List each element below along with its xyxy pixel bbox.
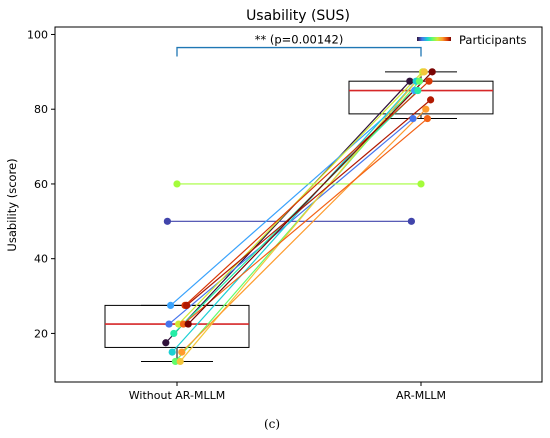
point-with [420, 68, 428, 76]
participant-lines [165, 71, 433, 362]
y-axis-label: Usability (score) [5, 158, 19, 251]
point-with [415, 77, 423, 85]
box-iqr [348, 80, 494, 115]
point-without [178, 348, 186, 356]
point-with [425, 77, 433, 85]
point-without [165, 320, 173, 328]
point-without [170, 329, 178, 338]
participant-line [183, 118, 428, 325]
legend-colorbar-swatch [417, 37, 451, 41]
box-plots [104, 71, 494, 362]
legend: Participants [417, 33, 527, 47]
plot-area [54, 26, 543, 383]
figure-caption: (c) [264, 417, 280, 431]
legend-label: Participants [459, 33, 527, 47]
point-with [414, 86, 422, 95]
point-without [163, 217, 171, 225]
y-tick-label: 20 [34, 327, 48, 340]
significance-annotation: ** (p=0.00142) [176, 33, 422, 57]
point-with [428, 68, 436, 76]
point-without [162, 339, 170, 347]
point-with [423, 114, 431, 123]
significance-label: ** (p=0.00142) [255, 33, 344, 47]
point-without [173, 180, 181, 188]
point-without [168, 348, 176, 356]
point-with [427, 96, 435, 104]
y-tick-label: 40 [34, 253, 48, 266]
x-axis: Without AR-MLLM AR-MLLM [129, 382, 446, 402]
point-without [183, 301, 191, 309]
y-axis: 20 40 60 80 100 [27, 28, 55, 340]
chart-title: Usability (SUS) [246, 8, 350, 24]
point-without [176, 357, 184, 366]
point-without [184, 320, 192, 328]
point-with [406, 77, 414, 85]
participant-line [168, 118, 414, 325]
participant-line [186, 99, 431, 306]
participant-line [181, 108, 427, 353]
participant-line [184, 80, 430, 306]
participant-line [171, 80, 417, 353]
point-with [407, 217, 415, 225]
participant-line [173, 90, 419, 334]
point-with [409, 114, 417, 123]
participant-line [178, 71, 424, 325]
x-tick-label: Without AR-MLLM [129, 389, 225, 402]
point-with [422, 105, 430, 113]
point-without [167, 301, 175, 309]
participant-line [170, 90, 415, 306]
participant-line [187, 71, 433, 325]
participant-points [162, 68, 436, 366]
y-tick-label: 100 [27, 28, 48, 41]
significance-bracket [176, 46, 422, 57]
point-with [417, 180, 425, 188]
x-tick-label: AR-MLLM [396, 389, 446, 402]
y-tick-label: 80 [34, 103, 48, 116]
y-tick-label: 60 [34, 178, 48, 191]
